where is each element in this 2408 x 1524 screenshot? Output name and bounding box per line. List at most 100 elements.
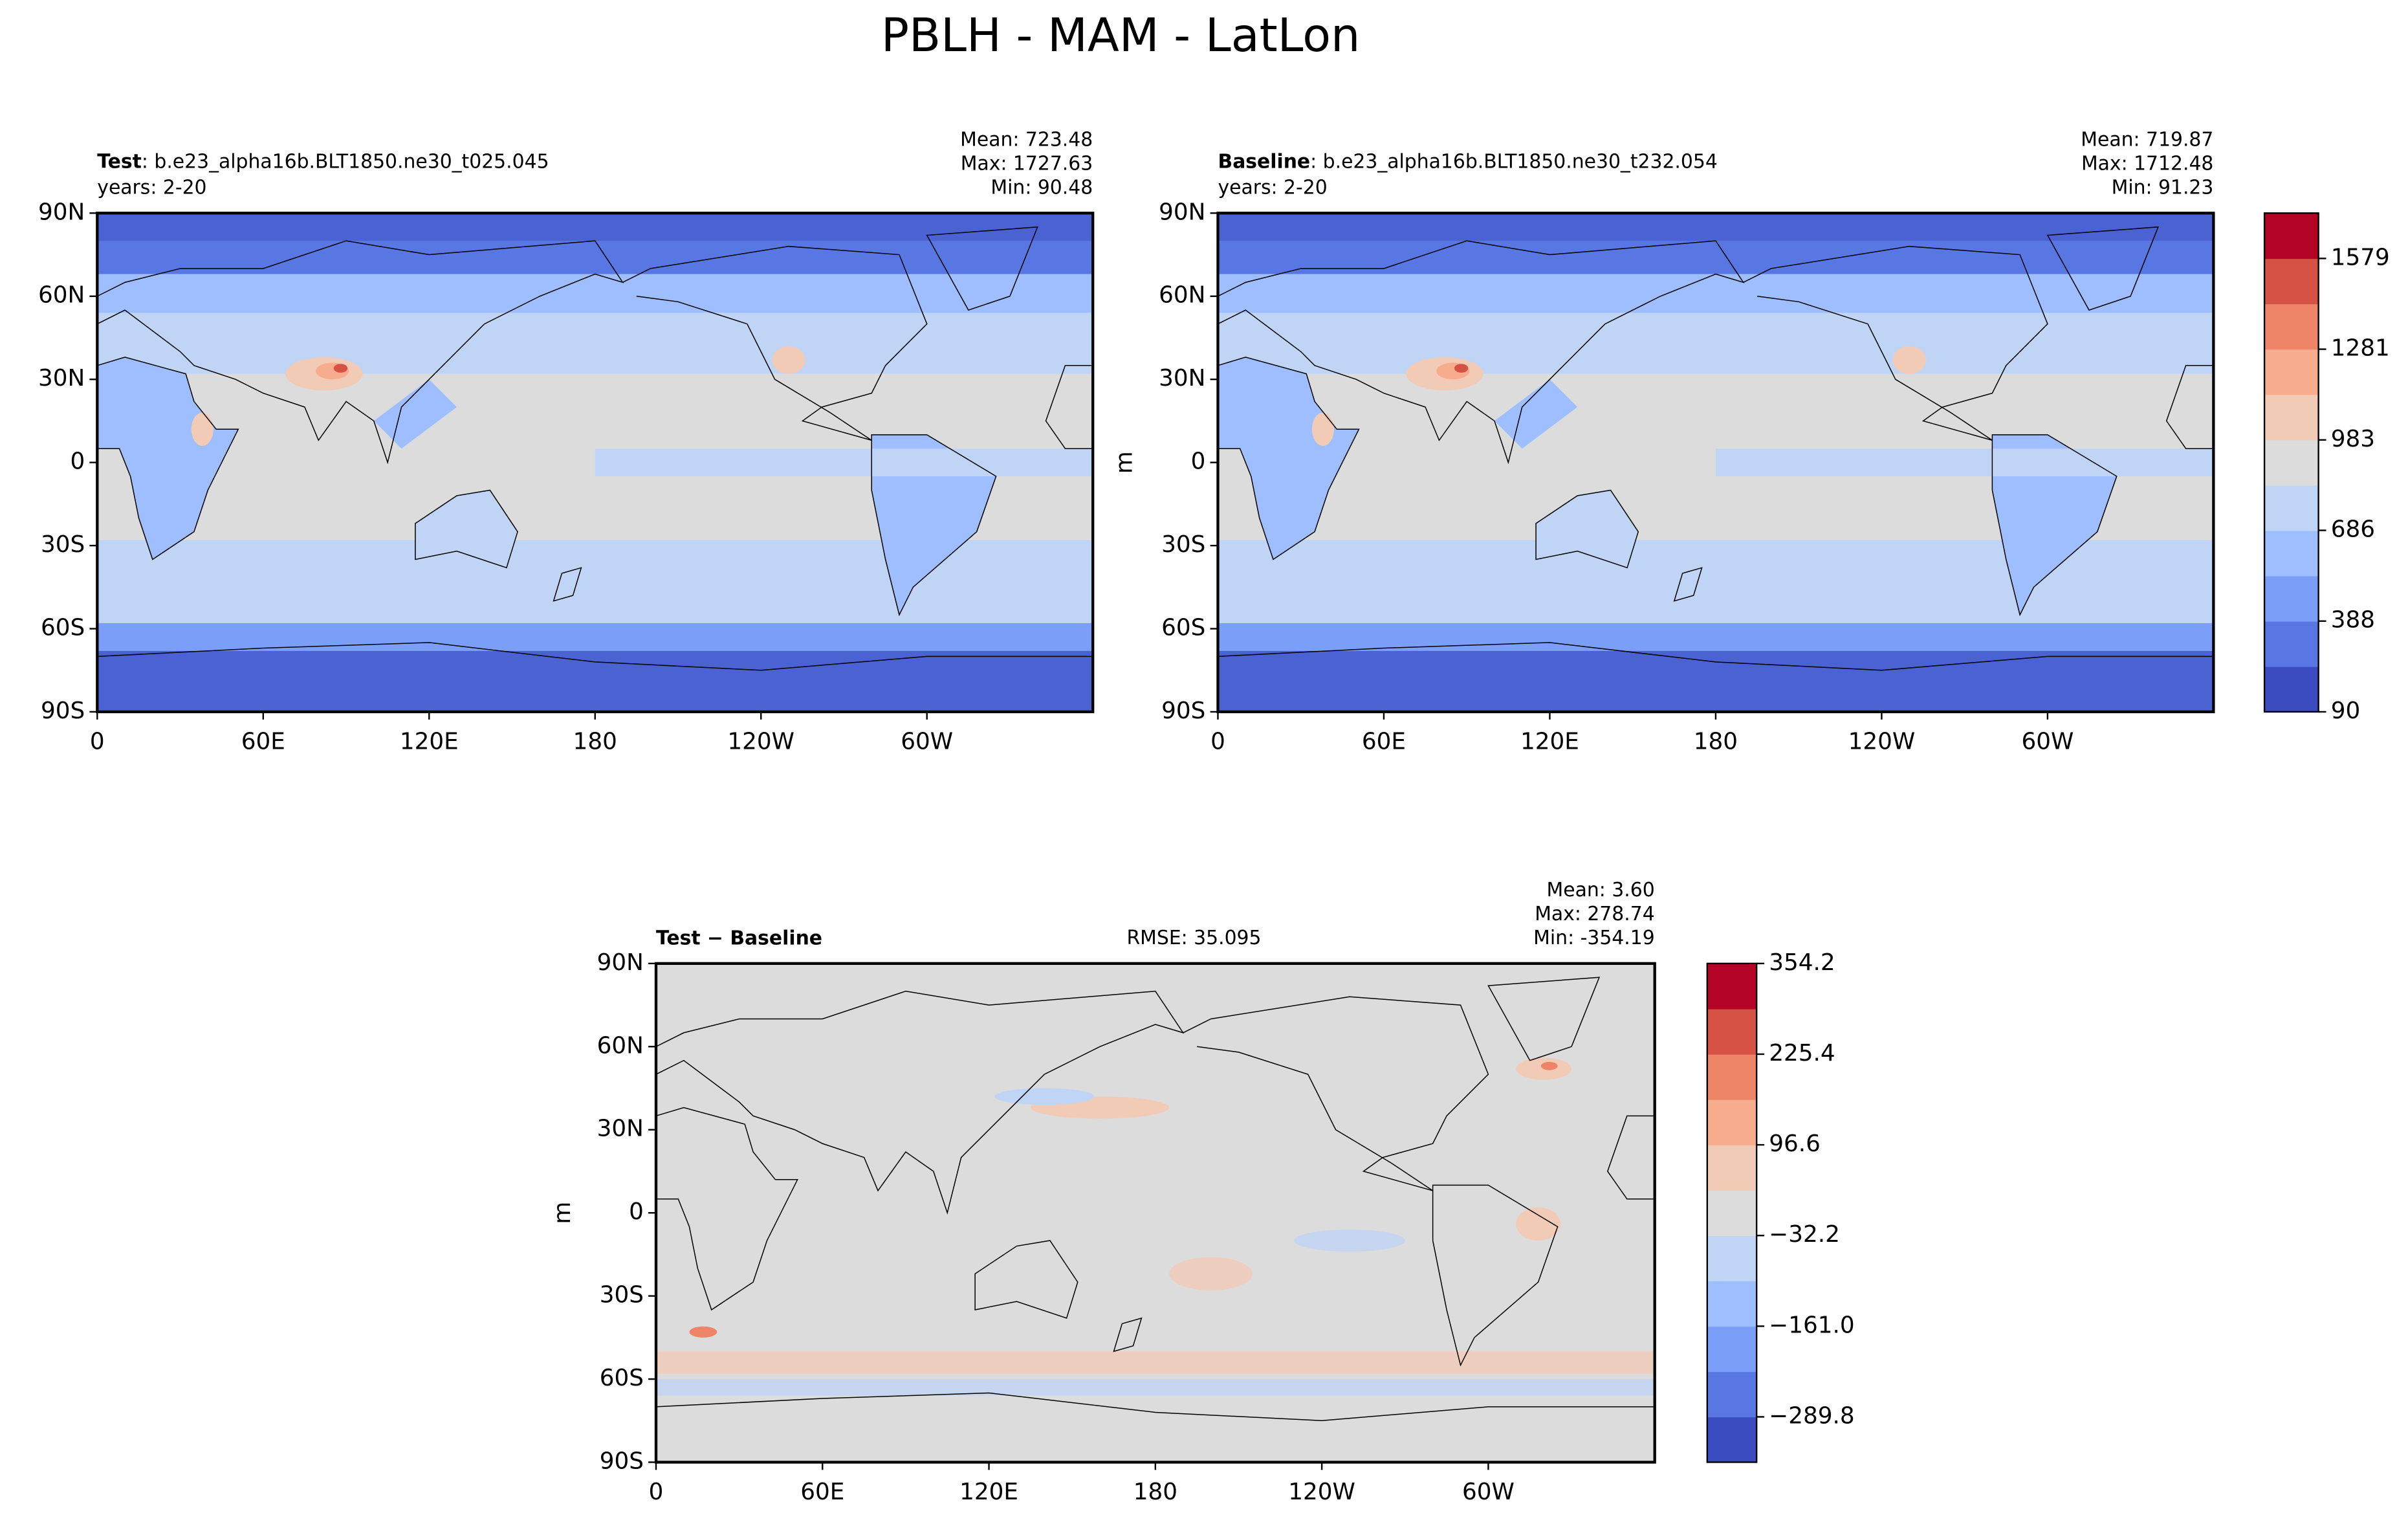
- x-tick-label: 120E: [400, 729, 459, 755]
- panel-title: Test: b.e23_alpha16b.BLT1850.ne30_t025.0…: [97, 150, 549, 173]
- colorbar-band: [1707, 1145, 1757, 1191]
- x-tick-label: 0: [90, 729, 105, 755]
- panel-subtitle: years: 2-20: [1218, 177, 1327, 199]
- y-tick-label: 30N: [38, 365, 85, 392]
- panel-stat: Max: 278.74: [1535, 903, 1654, 925]
- panel-stat: Mean: 719.87: [2081, 129, 2213, 151]
- y-tick-label: 0: [629, 1198, 644, 1225]
- colorbar-tick-label: 983: [2331, 426, 2375, 452]
- contour-field: [656, 963, 1655, 1463]
- colorbar-band: [2264, 349, 2319, 395]
- y-axis-label: m: [549, 1202, 576, 1224]
- colorbar-tick-label: 686: [2331, 516, 2375, 543]
- colorbar-band: [1707, 1054, 1757, 1100]
- panel-stat: Max: 1727.63: [961, 153, 1093, 175]
- rmse: RMSE: 35.095: [1126, 927, 1261, 949]
- colorbar-band: [2264, 485, 2319, 531]
- colorbar-band: [2264, 258, 2319, 305]
- y-tick-label: 90N: [1159, 199, 1205, 225]
- panel-stat: Min: -354.19: [1533, 927, 1655, 949]
- colorbar-band: [1707, 1235, 1757, 1281]
- colorbar-band: [1707, 963, 1757, 1010]
- colorbar-tick-label: −32.2: [1769, 1221, 1840, 1248]
- x-tick-label: 60E: [800, 1479, 844, 1505]
- colorbar-tick-label: 354.2: [1769, 949, 1835, 976]
- y-tick-label: 90S: [41, 698, 85, 724]
- x-tick-label: 180: [1694, 729, 1738, 755]
- y-tick-label: 30S: [41, 531, 85, 558]
- contour-field: [97, 213, 1093, 712]
- x-tick-label: 60W: [2021, 729, 2074, 755]
- y-tick-label: 90N: [597, 949, 644, 976]
- colorbar-band: [2264, 621, 2319, 667]
- colorbar-band: [1707, 1281, 1757, 1327]
- y-tick-label: 60S: [600, 1365, 644, 1391]
- y-tick-label: 90S: [1161, 698, 1205, 724]
- y-tick-label: 60N: [1159, 282, 1205, 309]
- y-tick-label: 60N: [38, 282, 85, 309]
- panel-stat: Mean: 3.60: [1547, 879, 1655, 901]
- x-tick-label: 120W: [1288, 1479, 1355, 1505]
- colorbar-band: [1707, 1008, 1757, 1055]
- panel-stat: Mean: 723.48: [960, 129, 1093, 151]
- panel-title-case: : b.e23_alpha16b.BLT1850.ne30_t025.045: [142, 150, 549, 173]
- colorbar-band: [1707, 1371, 1757, 1418]
- colorbar-band: [2264, 394, 2319, 441]
- colorbar-band: [2264, 439, 2319, 486]
- colorbar-band: [2264, 575, 2319, 622]
- x-tick-label: 60E: [241, 729, 285, 755]
- colorbar-tick-label: −289.8: [1769, 1402, 1854, 1429]
- colorbar-band: [2264, 666, 2319, 712]
- x-tick-label: 60W: [1462, 1479, 1515, 1505]
- colorbar-tick-label: 96.6: [1769, 1131, 1821, 1157]
- x-tick-label: 60W: [901, 729, 953, 755]
- x-tick-label: 0: [1210, 729, 1225, 755]
- panel-title-bold: Test − Baseline: [656, 927, 822, 949]
- colorbar-band: [2264, 213, 2319, 260]
- x-tick-label: 120E: [1520, 729, 1579, 755]
- contour-field: [1218, 213, 2214, 712]
- colorbar-band: [2264, 304, 2319, 350]
- colorbar-frame: [2263, 212, 2319, 713]
- colorbar-tick-label: 1579: [2331, 244, 2390, 271]
- colorbar-tick-label: −161.0: [1769, 1312, 1854, 1338]
- panel-stat: Min: 91.23: [2112, 177, 2214, 199]
- colorbar-tick-label: 388: [2331, 607, 2375, 634]
- colorbar-band: [2264, 530, 2319, 577]
- x-tick-label: 120W: [1848, 729, 1916, 755]
- panel-subtitle: years: 2-20: [97, 177, 206, 199]
- panel-title-case: : b.e23_alpha16b.BLT1850.ne30_t232.054: [1310, 150, 1718, 173]
- y-tick-label: 30N: [1159, 365, 1205, 392]
- x-tick-label: 0: [649, 1479, 664, 1505]
- x-tick-label: 60E: [1362, 729, 1406, 755]
- colorbar-band: [1707, 1417, 1757, 1463]
- colorbar-band: [1707, 1099, 1757, 1145]
- colorbar-tick-label: 225.4: [1769, 1040, 1835, 1066]
- panel-title: Test − Baseline: [656, 927, 822, 949]
- y-tick-label: 60S: [41, 615, 85, 641]
- x-tick-label: 120E: [959, 1479, 1018, 1505]
- panel-stat: Max: 1712.48: [2081, 153, 2213, 175]
- x-tick-label: 180: [1133, 1479, 1177, 1505]
- colorbar-tick-label: 1281: [2331, 335, 2390, 362]
- panel-stat: Min: 90.48: [991, 177, 1093, 199]
- panel-title: Baseline: b.e23_alpha16b.BLT1850.ne30_t2…: [1218, 150, 1717, 173]
- y-tick-label: 60N: [597, 1032, 644, 1059]
- y-axis-label: m: [1111, 451, 1137, 474]
- colorbar-frame: [1706, 962, 1758, 1463]
- y-tick-label: 0: [1191, 448, 1206, 475]
- colorbar-band: [1707, 1190, 1757, 1236]
- colorbar-tick-label: 90: [2331, 698, 2361, 724]
- figure-title: PBLH - MAM - LatLon: [881, 8, 1361, 62]
- x-tick-label: 180: [573, 729, 617, 755]
- panel-title-bold: Test: [97, 150, 142, 173]
- colorbar-band: [1707, 1326, 1757, 1373]
- x-tick-label: 120W: [727, 729, 794, 755]
- panel-title-bold: Baseline: [1218, 150, 1310, 173]
- y-tick-label: 90N: [38, 199, 85, 225]
- y-tick-label: 30S: [600, 1282, 644, 1309]
- y-tick-label: 0: [70, 448, 85, 475]
- y-tick-label: 30S: [1161, 531, 1205, 558]
